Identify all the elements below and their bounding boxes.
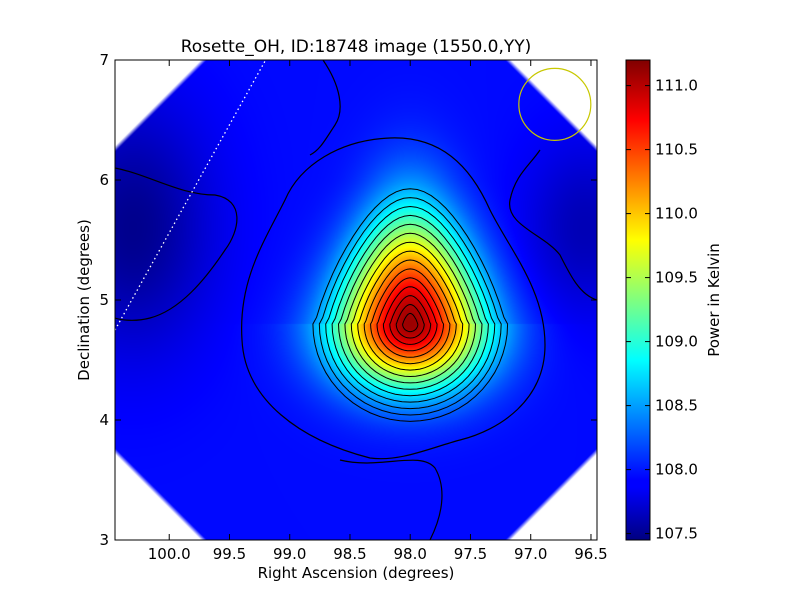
colorbar-tick-label: 108.0 [655, 461, 698, 479]
colorbar-gradient [625, 59, 651, 541]
x-tick-label: 99.5 [213, 545, 246, 563]
contour-line [337, 223, 483, 397]
contour-line [363, 259, 457, 371]
contour-line [370, 268, 451, 365]
x-tick-label: 98.5 [333, 545, 366, 563]
contour-line [318, 197, 502, 416]
x-axis-label: Right Ascension (degrees) [258, 564, 455, 582]
colorbar-tick-label: 110.0 [655, 205, 698, 223]
colorbar-tick-label: 110.5 [655, 141, 698, 159]
y-tick-label: 3 [99, 531, 109, 549]
y-tick-label: 7 [99, 51, 109, 69]
contour-line [357, 250, 464, 378]
y-axis: 3 4 5 6 7 [99, 51, 597, 549]
contour-line [344, 232, 477, 390]
dotted-line [115, 60, 267, 331]
x-tick-label: 98.0 [394, 545, 427, 563]
y-tick-label: 6 [99, 171, 109, 189]
x-tick-label: 100.0 [148, 545, 191, 563]
x-tick-label: 97.0 [514, 545, 547, 563]
beam-circle [518, 67, 592, 142]
y-tick-label: 5 [99, 291, 109, 309]
colorbar: 107.5 108.0 108.5 109.0 109.5 110.0 110.5 111.0… [625, 59, 723, 543]
x-tick-label: 99.0 [273, 545, 306, 563]
x-tick-label: 96.5 [574, 545, 607, 563]
y-axis-label: Declination (degrees) [75, 219, 93, 381]
contour-line [402, 312, 419, 333]
contour-line [389, 295, 432, 345]
contour-line [376, 277, 445, 358]
contour-line [395, 303, 425, 339]
plot-area: 100.0 99.5 99.0 98.5 98.0 97.5 97.0 96.5 3 4 5 6 7 [99, 51, 607, 563]
contour-line [339, 459, 443, 540]
contour-line [309, 60, 341, 156]
contour-line [241, 137, 546, 460]
colorbar-ticks: 107.5 108.0 108.5 109.0 109.5 110.0 110.5 111.0 [626, 77, 698, 543]
colorbar-label: Power in Kelvin [705, 243, 723, 357]
contour-line [115, 167, 238, 321]
chart-title: Rosette_OH, ID:18748 image (1550.0,YY) [181, 37, 532, 57]
y-tick-label: 4 [99, 411, 109, 429]
colorbar-tick-label: 107.5 [655, 525, 698, 543]
contour-line [509, 149, 597, 301]
contour-line [325, 205, 496, 410]
colorbar-tick-label: 108.5 [655, 397, 698, 415]
contour-line [350, 241, 470, 384]
x-tick-label: 97.5 [454, 545, 487, 563]
contour-line [331, 214, 489, 403]
contour-line [382, 286, 438, 352]
contour-line [312, 188, 509, 422]
colorbar-tick-label: 109.5 [655, 269, 698, 287]
colorbar-tick-label: 111.0 [655, 77, 698, 95]
heatmap-image [115, 60, 597, 540]
colorbar-tick-label: 109.0 [655, 333, 698, 351]
x-axis: 100.0 99.5 99.0 98.5 98.0 97.5 97.0 96.5 [148, 60, 608, 563]
